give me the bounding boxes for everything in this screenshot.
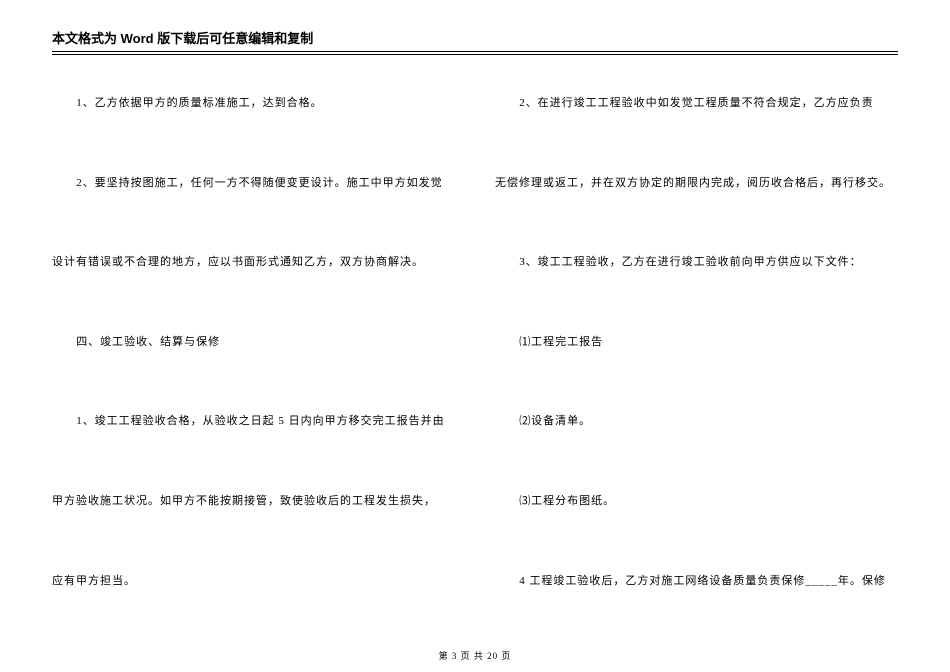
paragraph: 无偿修理或返工，并在双方协定的期限内完成，阅历收合格后，再行移交。	[495, 175, 898, 193]
paragraph: 4 工程竣工验收后，乙方对施工网络设备质量负责保修_____年。保修	[495, 573, 898, 591]
two-column-layout: 1、乙方依据甲方的质量标准施工，达到合格。 2、要坚持按图施工，任何一方不得随便…	[52, 95, 898, 652]
section-heading: 四、竣工验收、结算与保修	[52, 334, 455, 352]
list-item: ⑵设备清单。	[495, 413, 898, 431]
paragraph: 1、竣工工程验收合格，从验收之日起 5 日内向甲方移交完工报告并由	[52, 413, 455, 431]
page-footer: 第 3 页 共 20 页	[0, 649, 950, 662]
paragraph: 1、乙方依据甲方的质量标准施工，达到合格。	[52, 95, 455, 113]
left-column: 1、乙方依据甲方的质量标准施工，达到合格。 2、要坚持按图施工，任何一方不得随便…	[52, 95, 455, 652]
paragraph: 2、要坚持按图施工，任何一方不得随便变更设计。施工中甲方如发觉	[52, 175, 455, 193]
paragraph: 应有甲方担当。	[52, 573, 455, 591]
header-title: 本文格式为 Word 版下载后可任意编辑和复制	[52, 28, 898, 52]
right-column: 2、在进行竣工工程验收中如发觉工程质量不符合规定，乙方应负责 无偿修理或返工，并…	[495, 95, 898, 652]
list-item: ⑴工程完工报告	[495, 334, 898, 352]
paragraph: 2、在进行竣工工程验收中如发觉工程质量不符合规定，乙方应负责	[495, 95, 898, 113]
paragraph: 设计有错误或不合理的地方，应以书面形式通知乙方，双方协商解决。	[52, 254, 455, 272]
list-item: ⑶工程分布图纸。	[495, 493, 898, 511]
paragraph: 甲方验收施工状况。如甲方不能按期接管，致使验收后的工程发生损失，	[52, 493, 455, 511]
header-rule	[52, 54, 898, 55]
paragraph: 3、竣工工程验收，乙方在进行竣工验收前向甲方供应以下文件：	[495, 254, 898, 272]
document-page: 本文格式为 Word 版下载后可任意编辑和复制 1、乙方依据甲方的质量标准施工，…	[0, 0, 950, 652]
